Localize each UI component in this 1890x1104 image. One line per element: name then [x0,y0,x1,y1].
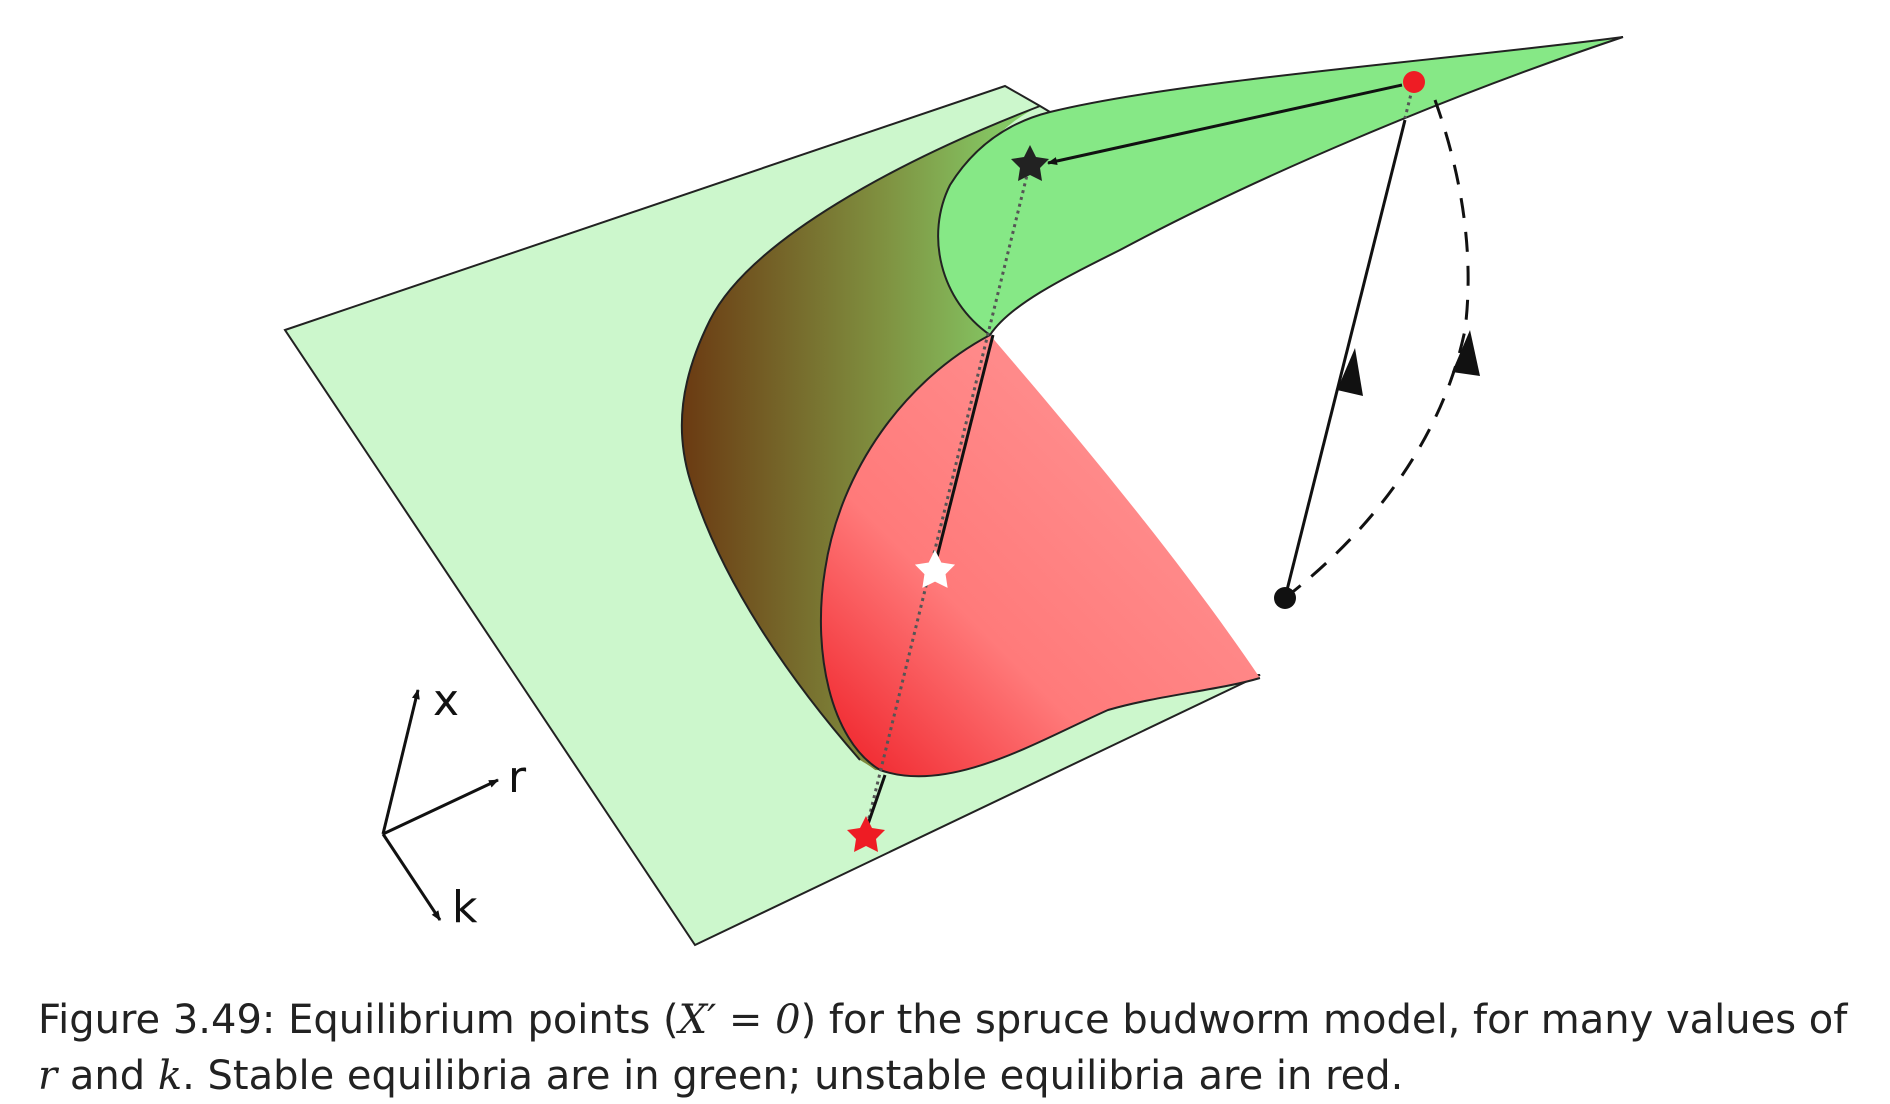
unstable-sheet-outline [819,334,1261,778]
unstable-middle-sheet [820,335,1260,777]
arrow-to-upper-equilibrium [1047,83,1403,165]
black-end-dot [1274,587,1296,609]
guide-solid-upper [933,334,995,566]
equilibrium-guide-line [864,162,1032,831]
white-star-marker [914,549,956,588]
red-start-dot [1403,71,1425,93]
guide-solid-lower [864,774,887,831]
caption-r-variable: r [38,1053,58,1099]
x-axis-label: x [433,675,459,726]
red-star-marker [847,816,885,852]
caption-text-3: and [57,1053,158,1099]
fold-edge-outline [680,105,1041,761]
caption-text-1: Equilibrium points ( [275,997,679,1043]
k-axis-label: k [452,882,478,933]
figure-caption: Figure 3.49: Equilibrium points (X′ = 0)… [38,992,1868,1104]
upper-stable-sheet [937,36,1624,337]
figure-label: Figure 3.49: [38,997,276,1043]
red-dot-guide-line [1403,81,1416,119]
arrow-down-line [1283,119,1407,599]
caption-k-variable: k [157,1053,183,1099]
r-axis-arrow [382,778,499,836]
x-axis-arrow [381,689,420,835]
caption-text-4: . Stable equilibria are in green; unstab… [182,1053,1404,1099]
axis-triad: x r k [381,675,527,933]
black-star-marker [1011,145,1049,181]
dashed-arrow-head [1452,330,1480,376]
fold-region [681,106,1040,771]
caption-equation: X′ = 0 [678,997,801,1043]
k-axis-arrow [381,833,442,921]
dashed-return-curve [1284,99,1470,600]
cusp-surface-figure: x r k [283,36,1624,947]
r-axis-label: r [508,752,527,803]
arrow-down-head [1337,348,1363,396]
caption-text-2: ) for the spruce budworm model, for many… [800,997,1848,1043]
